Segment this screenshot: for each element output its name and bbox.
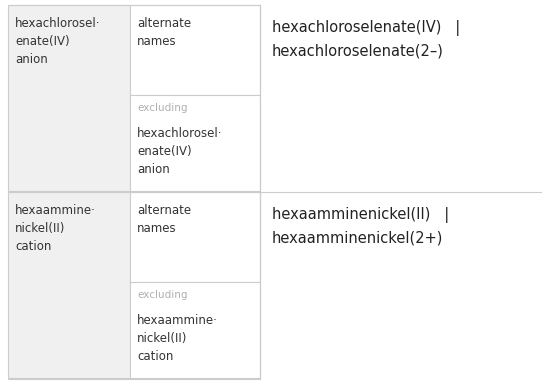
Text: hexachlorosel·
enate(IV)
anion: hexachlorosel· enate(IV) anion [15,17,100,66]
Text: excluding: excluding [137,290,187,300]
Bar [8,192,130,378]
Text: hexachlorosel·
enate(IV)
anion: hexachlorosel· enate(IV) anion [137,127,223,176]
Text: excluding: excluding [137,103,187,113]
Bar [130,5,260,95]
Bar [130,95,260,191]
Text: alternate
names: alternate names [137,204,191,235]
Text: alternate
names: alternate names [137,17,191,48]
Text: hexachloroselenate(IV)   |
hexachloroselenate(2–): hexachloroselenate(IV) | hexachloroselen… [272,20,460,58]
Bar [8,5,130,191]
Text: hexaammine·
nickel(II)
cation: hexaammine· nickel(II) cation [137,314,218,363]
Bar [130,282,260,378]
Text: hexaammine·
nickel(II)
cation: hexaammine· nickel(II) cation [15,204,96,253]
Text: hexaamminenickel(II)   |
hexaamminenickel(2+): hexaamminenickel(II) | hexaamminenickel(… [272,207,449,245]
Bar [130,192,260,282]
